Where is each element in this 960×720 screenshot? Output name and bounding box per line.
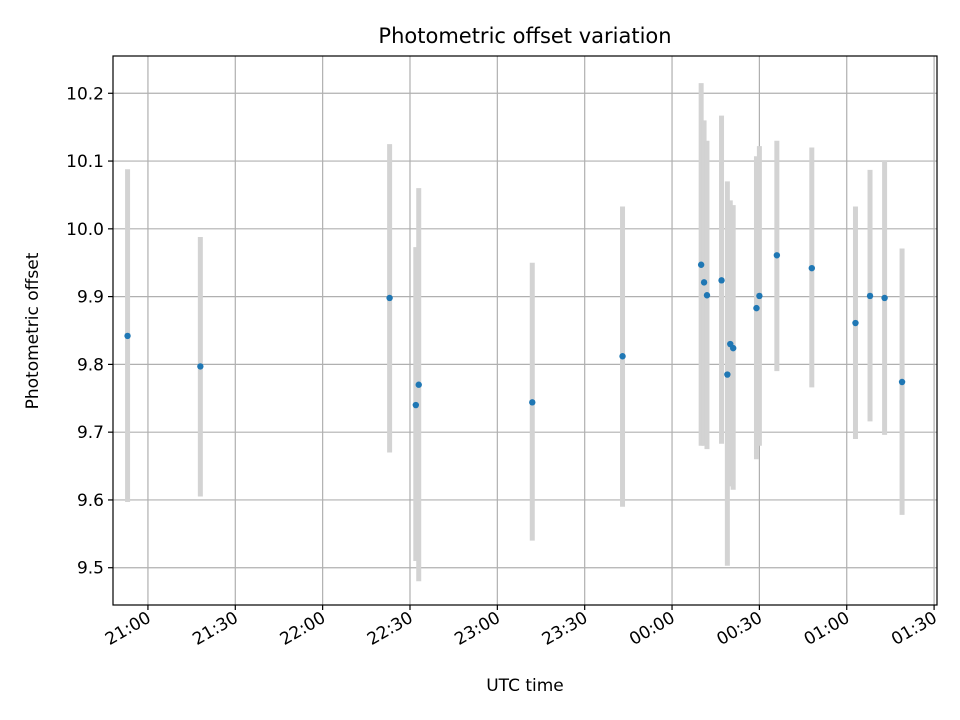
y-tick-label: 9.5 bbox=[77, 559, 104, 579]
data-point bbox=[529, 399, 536, 406]
y-axis-ticks: 9.5 9.6 9.7 9.8 9.9 10.0 10.1 10.2 bbox=[66, 84, 113, 579]
y-axis-label: Photometric offset bbox=[23, 252, 43, 409]
data-point bbox=[808, 264, 815, 272]
data-point bbox=[697, 261, 705, 268]
y-tick-label: 10.1 bbox=[66, 152, 104, 172]
chart-title: Photometric offset variation bbox=[378, 24, 671, 48]
data-point bbox=[756, 292, 763, 300]
data-point bbox=[881, 294, 888, 302]
data-point bbox=[898, 378, 906, 386]
data-point bbox=[700, 279, 708, 286]
data-points bbox=[124, 252, 906, 409]
data-point bbox=[124, 332, 131, 340]
data-point bbox=[724, 371, 731, 378]
data-point bbox=[753, 304, 760, 312]
data-point bbox=[718, 277, 725, 284]
data-point bbox=[703, 292, 711, 299]
data-point bbox=[197, 363, 204, 370]
y-tick-label: 9.7 bbox=[77, 423, 104, 443]
y-tick-label: 10.0 bbox=[66, 220, 104, 240]
data-point bbox=[773, 252, 781, 259]
y-tick-label: 9.9 bbox=[77, 288, 104, 308]
y-tick-label: 9.8 bbox=[77, 355, 104, 375]
data-point bbox=[619, 353, 626, 360]
data-point bbox=[866, 292, 874, 300]
y-tick-label: 9.6 bbox=[77, 491, 104, 511]
data-point bbox=[852, 319, 859, 327]
data-point bbox=[729, 344, 737, 352]
plot-frame bbox=[112, 55, 938, 606]
data-point bbox=[412, 401, 420, 409]
y-tick-label: 10.2 bbox=[66, 84, 104, 104]
data-point bbox=[386, 294, 393, 302]
x-axis-label: UTC time bbox=[486, 676, 564, 696]
data-point bbox=[415, 381, 422, 388]
